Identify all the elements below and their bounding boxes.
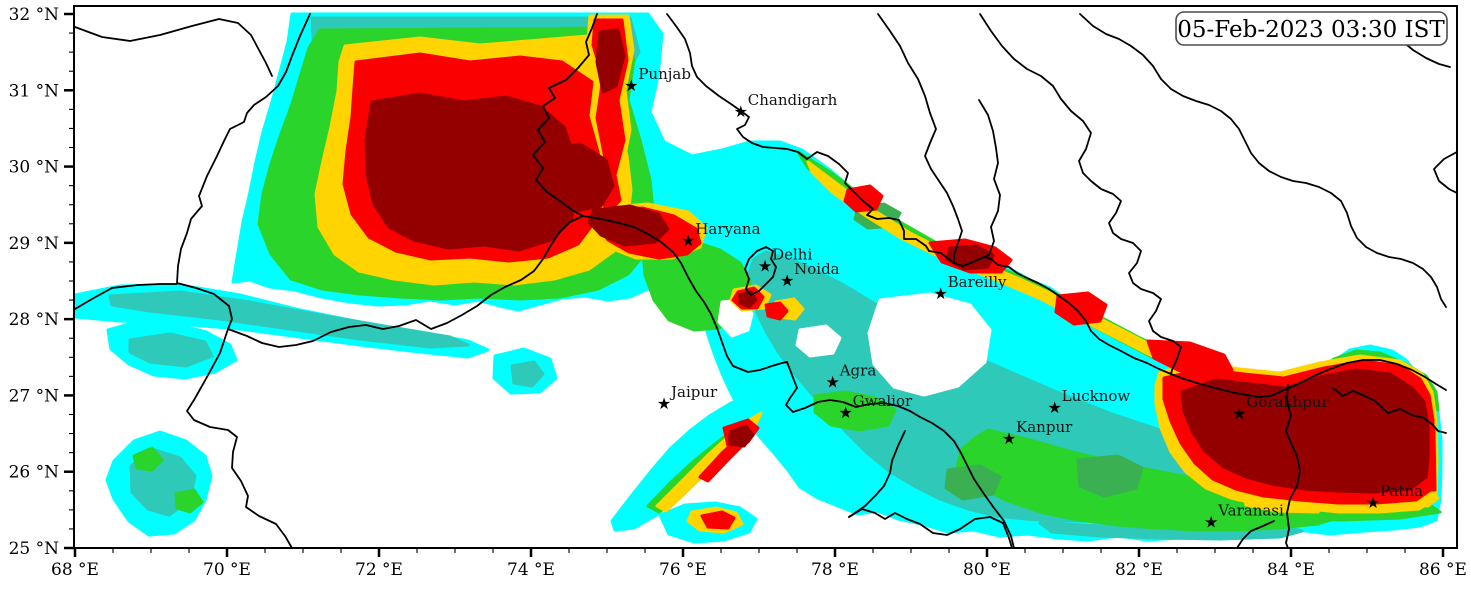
y-axis-tick-label: 32 °N [9,5,60,25]
state-boundary [75,283,178,310]
state-boundary [785,361,1015,547]
fog-region-teal [510,360,545,388]
state-boundary [848,508,1013,547]
fog-region-green [132,446,164,472]
fog-region-darkred [1180,368,1430,494]
city-marker-punjab: ★ [624,76,638,95]
x-axis-tick-label: 80 °E [963,560,1011,580]
y-axis-tick-label: 31 °N [9,81,60,101]
fog-layer [75,12,1443,544]
city-label-jaipur: Jaipur [669,383,718,401]
fog-region-red [1054,291,1108,326]
x-axis-tick-label: 84 °E [1267,560,1315,580]
fog-region-teal [108,290,470,349]
state-boundary [176,13,311,547]
city-marker-noida: ★ [780,271,794,290]
x-axis-tick-label: 72 °E [355,560,403,580]
city-marker-delhi: ★ [758,257,772,276]
city-marker-kanpur: ★ [1002,429,1016,448]
state-boundary [877,13,963,263]
city-label-patna: Patna [1380,482,1423,500]
y-axis-tick-label: 29 °N [9,234,60,254]
fog-region-darkred [364,92,581,252]
city-marker-agra: ★ [826,373,840,392]
city-label-varanasi: Varanasi [1217,501,1284,519]
state-boundary [75,18,273,77]
fog-region-darkgreen [944,464,1002,501]
city-label-lucknow: Lucknow [1062,387,1131,405]
fog-region-darkgreen [1076,454,1144,498]
city-label-kanpur: Kanpur [1016,418,1073,436]
city-label-noida: Noida [794,260,840,278]
state-boundary [666,13,1447,398]
axis-layer: 68 °E 70 °E 72 °E 74 °E 76 °E 78 °E 80 °E 82 °E… [9,5,1467,580]
city-marker-bareilly: ★ [933,284,947,303]
city-label-bareilly: Bareilly [948,273,1007,291]
city-label-gorakhpur: Gorakhpur [1246,393,1329,411]
state-boundary [1332,387,1447,434]
y-axis-tick-label: 27 °N [9,386,60,406]
city-marker-chandigarh: ★ [734,102,748,121]
datetime-text: 05-Feb-2023 03:30 IST [1177,17,1445,43]
city-label-delhi: Delhi [772,246,812,264]
city-marker-gorakhpur: ★ [1232,404,1246,423]
state-boundaries-layer [75,13,1456,547]
state-boundary [979,13,1182,375]
fog-region-green [174,488,204,514]
state-boundary [532,13,788,373]
state-boundary [744,246,777,296]
datetime-box [1175,11,1448,46]
x-axis-tick-label: 70 °E [203,560,251,580]
state-boundary [1079,13,1447,308]
fog-region-darkred [539,142,615,213]
city-marker-patna: ★ [1366,493,1380,512]
y-axis-tick-label: 25 °N [9,539,60,559]
fog-region-darkred [945,244,995,271]
city-label-punjab: Punjab [638,65,691,83]
state-boundary [1236,520,1275,547]
x-axis-tick-label: 76 °E [659,560,707,580]
x-axis-tick-label: 82 °E [1115,560,1163,580]
state-boundary [227,215,584,348]
fog-region-red [764,301,789,321]
x-axis-tick-label: 78 °E [811,560,859,580]
fog-region-teal [128,332,214,368]
fog-region-white [867,292,992,397]
city-label-haryana: Haryana [695,220,760,238]
fog-region-darkred [595,28,626,94]
datetime-badge: 05-Feb-2023 03:30 IST [1175,11,1448,46]
city-marker-haryana: ★ [681,231,695,250]
x-axis-tick-label: 74 °E [507,560,555,580]
city-label-gwalior: Gwalior [853,392,913,410]
y-axis-tick-label: 26 °N [9,463,60,483]
plot-frame [73,5,1458,549]
y-axis-tick-label: 28 °N [9,310,60,330]
fog-region-white [795,324,842,358]
state-boundary [1285,384,1301,547]
state-boundary [1433,151,1456,194]
x-axis-tick-label: 68 °E [51,560,99,580]
city-marker-gwalior: ★ [838,403,852,422]
state-boundary [978,99,1001,258]
city-marker-varanasi: ★ [1204,512,1218,531]
city-label-chandigarh: Chandigarh [748,91,838,109]
fog-region-darkred [728,424,755,448]
city-markers-layer: ★Punjab★Chandigarh★Haryana★Delhi★Noida★B… [624,65,1423,531]
city-label-agra: Agra [839,362,877,380]
fog-region-red [700,510,736,530]
x-axis-tick-label: 86 °E [1419,560,1467,580]
city-marker-jaipur: ★ [657,394,671,413]
city-marker-lucknow: ★ [1047,398,1061,417]
y-axis-tick-label: 30 °N [9,158,60,178]
